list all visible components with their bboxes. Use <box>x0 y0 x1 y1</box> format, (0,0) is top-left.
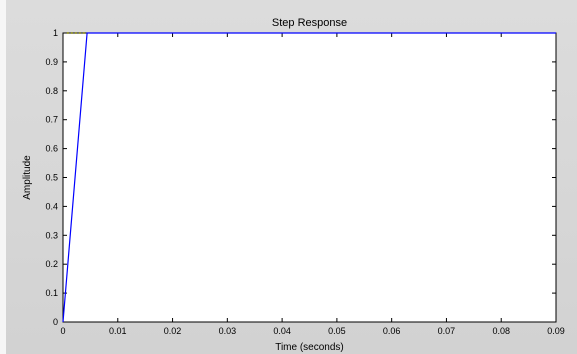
y-tick-label: 0.3 <box>45 230 58 240</box>
x-tick-label: 0.07 <box>438 326 456 336</box>
x-axis-title: Time (seconds) <box>275 342 344 353</box>
plot-area <box>62 32 557 323</box>
y-axis-title: Amplitude <box>22 155 33 200</box>
series-layer <box>62 32 556 323</box>
x-tick-label: 0.04 <box>273 326 291 336</box>
y-axis-ticks: 0 0.1 0.2 0.3 0.4 0.5 0.6 0.7 0.8 0.9 1 <box>45 28 556 327</box>
y-tick-label: 0.4 <box>45 201 58 211</box>
x-tick-label: 0.01 <box>109 326 127 336</box>
y-tick-label: 0.1 <box>45 288 58 298</box>
x-tick-label: 0.09 <box>547 326 565 336</box>
x-tick-label: 0 <box>60 326 65 336</box>
x-axis-ticks: 0 0.01 0.02 0.03 0.04 0.05 0.06 0.07 0.08 0.09 <box>60 33 565 336</box>
x-tick-label: 0.05 <box>328 326 346 336</box>
y-tick-label: 0.8 <box>45 86 58 96</box>
y-tick-label: 1 <box>53 28 58 38</box>
chart-title: Step Response <box>272 17 347 29</box>
x-tick-label: 0.08 <box>492 326 510 336</box>
y-tick-label: 0.5 <box>45 173 58 183</box>
x-tick-label: 0.02 <box>164 326 182 336</box>
window-edge <box>0 0 6 354</box>
y-tick-label: 0.6 <box>45 144 58 154</box>
y-tick-label: 0.9 <box>45 57 58 67</box>
x-tick-label: 0.03 <box>219 326 237 336</box>
y-tick-label: 0.2 <box>45 259 58 269</box>
y-tick-label: 0.7 <box>45 115 58 125</box>
y-tick-label: 0 <box>53 317 58 327</box>
x-tick-label: 0.06 <box>383 326 401 336</box>
step-response-line <box>62 32 556 323</box>
